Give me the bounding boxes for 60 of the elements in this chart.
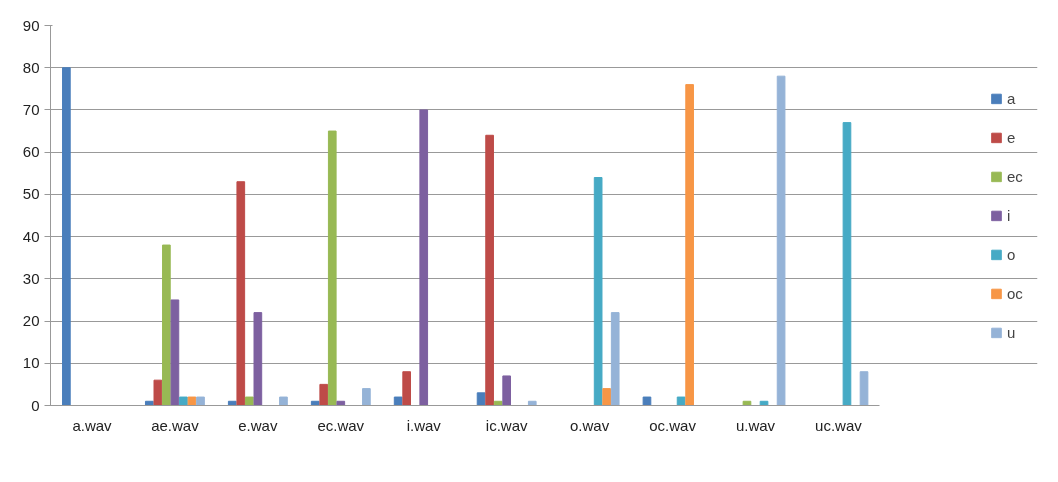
- y-tick-label: 80: [22, 58, 40, 76]
- bar: [196, 396, 205, 406]
- bar: [527, 400, 537, 406]
- x-tick-label: u.wav: [735, 416, 776, 434]
- x-tick-label: ic.wav: [485, 416, 529, 434]
- bar: [62, 67, 71, 406]
- bar: [402, 371, 412, 406]
- bar: [419, 109, 429, 406]
- bar: [170, 299, 180, 406]
- x-tick-label: e.wav: [238, 416, 278, 434]
- y-tick-label: 60: [22, 143, 40, 161]
- bar: [742, 400, 752, 406]
- legend-label: i: [1007, 206, 1012, 224]
- bar: [179, 396, 188, 406]
- y-tick-label: 20: [22, 312, 40, 330]
- bar: [676, 396, 686, 406]
- bar: [842, 122, 852, 406]
- y-tick-label: 70: [22, 100, 40, 118]
- bar: [393, 396, 403, 406]
- bar: [593, 177, 603, 406]
- bar: [187, 396, 197, 406]
- bar: [253, 312, 263, 406]
- y-tick-label: 50: [22, 185, 40, 203]
- bar: [776, 75, 786, 406]
- bar: [279, 396, 288, 406]
- x-tick-label: oc.wav: [649, 416, 697, 434]
- x-tick-label: i.wav: [406, 416, 442, 434]
- legend-label: a: [1007, 89, 1017, 107]
- bar: [759, 400, 769, 406]
- bar: [153, 379, 163, 406]
- bar: [859, 371, 869, 406]
- y-tick-label: 30: [22, 269, 40, 287]
- bar: [476, 392, 486, 406]
- y-tick-label: 10: [22, 354, 40, 372]
- x-tick-label: a.wav: [72, 416, 113, 434]
- legend-label: ec: [1007, 167, 1024, 185]
- y-tick-label: 40: [22, 227, 40, 245]
- bar: [685, 84, 694, 406]
- bar: [244, 396, 254, 406]
- bar: [602, 388, 612, 406]
- legend-label: e: [1007, 128, 1017, 146]
- bar: [502, 375, 512, 406]
- bar: [319, 383, 329, 406]
- bar: [610, 312, 620, 406]
- x-tick-label: uc.wav: [815, 416, 863, 434]
- x-tick-label: o.wav: [570, 416, 610, 434]
- legend-label: oc: [1007, 284, 1024, 302]
- bar: [642, 396, 652, 406]
- bar: [336, 400, 346, 406]
- x-tick-label: ae.wav: [151, 416, 200, 434]
- bar: [327, 130, 337, 406]
- legend-label: u: [1007, 323, 1017, 341]
- bar: [485, 134, 494, 406]
- x-tick-label: ec.wav: [317, 416, 365, 434]
- legend-label: o: [1007, 245, 1017, 263]
- bar: [162, 244, 171, 406]
- bar: [236, 181, 246, 406]
- bar: [362, 388, 371, 406]
- y-tick-label: 90: [22, 16, 40, 34]
- y-tick-label: 0: [31, 396, 40, 414]
